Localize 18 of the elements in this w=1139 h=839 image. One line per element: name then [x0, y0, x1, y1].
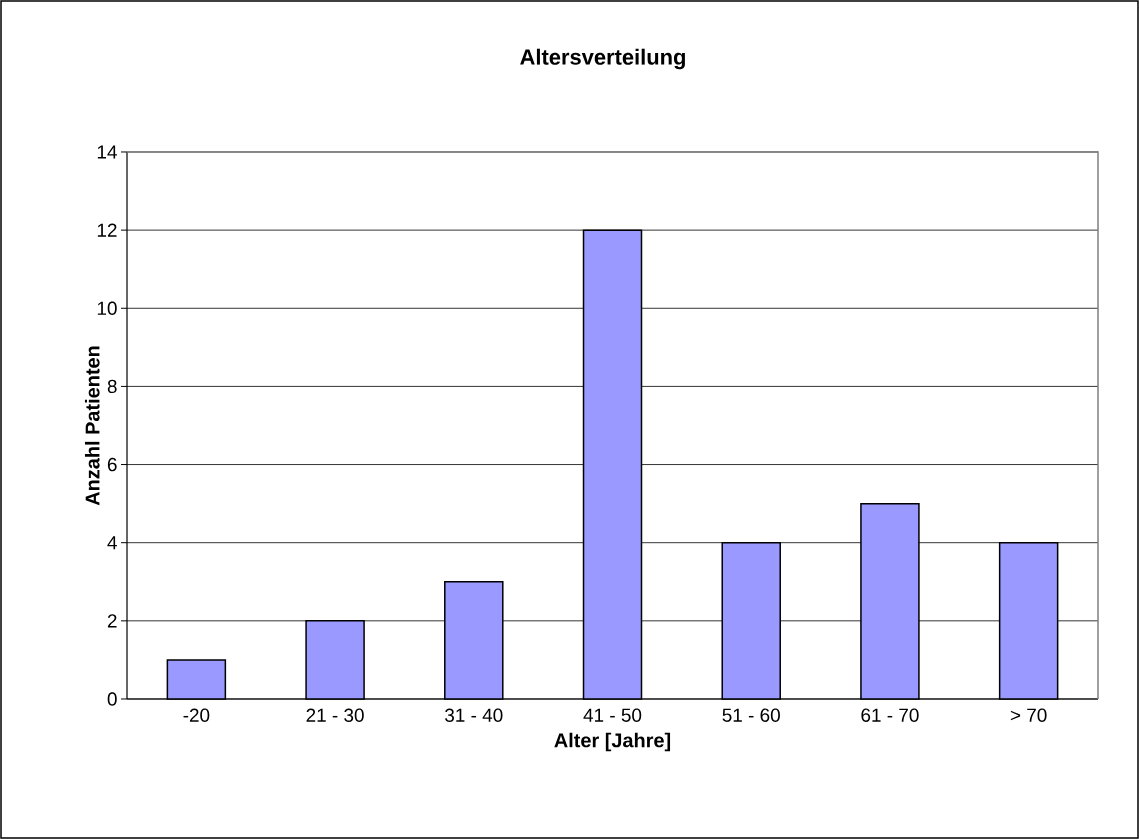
x-tick-label: 21 - 30 — [306, 708, 364, 722]
y-tick-label: 14 — [97, 145, 117, 159]
x-tick-label: -20 — [183, 708, 210, 722]
y-tick-label: 10 — [97, 301, 117, 315]
x-tick-label: 41 - 50 — [583, 708, 642, 722]
y-tick-label: 12 — [97, 223, 117, 237]
x-tick-label: 61 - 70 — [861, 708, 919, 722]
x-tick-label: 51 - 60 — [722, 708, 780, 722]
x-axis-title: Alter [Jahre] — [554, 732, 671, 752]
x-tick-label: > 70 — [1010, 708, 1047, 722]
chart-title: Altersverteilung — [520, 48, 685, 70]
y-tick-label: 6 — [107, 457, 117, 472]
y-tick-label: 4 — [107, 536, 117, 550]
y-axis-title: Anzahl Patienten — [84, 346, 100, 506]
y-tick-label: 8 — [107, 379, 117, 394]
y-tick-label: 2 — [107, 614, 117, 628]
y-tick-label: 0 — [107, 692, 117, 706]
x-tick-label: 31 - 40 — [445, 708, 503, 722]
